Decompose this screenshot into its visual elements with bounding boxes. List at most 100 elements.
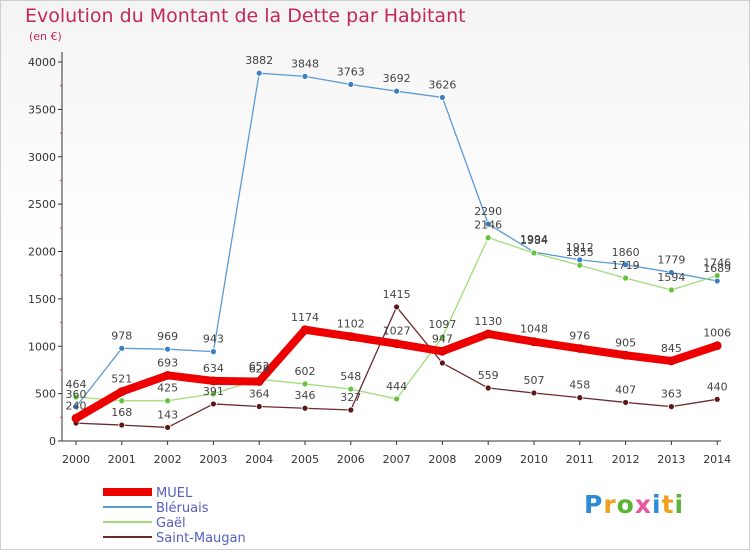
data-point	[667, 356, 676, 366]
data-point	[118, 397, 126, 405]
data-point	[576, 394, 584, 402]
data-label: 143	[157, 408, 178, 421]
data-label: 407	[615, 383, 636, 396]
data-point	[713, 395, 721, 403]
data-label: 1594	[657, 271, 685, 284]
data-point	[622, 274, 629, 282]
data-label: 168	[111, 406, 132, 419]
data-point	[209, 400, 217, 408]
x-tick-label: 2006	[337, 453, 365, 466]
logo-letter: P	[584, 490, 604, 519]
logo-letter: i	[674, 490, 685, 519]
data-point	[72, 393, 80, 401]
data-point	[346, 332, 356, 341]
chart-title: Evolution du Montant de la Dette par Hab…	[25, 5, 466, 27]
data-point	[118, 344, 126, 352]
data-point	[484, 220, 492, 228]
data-point	[209, 390, 217, 398]
data-point	[72, 403, 80, 411]
y-tick-label: 1000	[28, 340, 56, 353]
data-label: 1994	[520, 233, 548, 246]
chart-subtitle: (en €)	[29, 30, 62, 43]
logo-letter: o	[616, 490, 635, 519]
data-label: 440	[707, 380, 728, 393]
data-point	[301, 404, 309, 412]
legend-label: Bléruais	[156, 501, 209, 516]
data-label: 1174	[291, 311, 319, 324]
data-point	[164, 345, 172, 353]
data-label: 2146	[474, 219, 502, 232]
data-point	[255, 403, 263, 410]
data-point	[484, 234, 492, 242]
data-label: 1006	[703, 327, 731, 340]
data-label: 1048	[520, 323, 548, 336]
data-label: 548	[340, 370, 361, 383]
data-point	[393, 303, 401, 311]
y-tick-label: 1500	[28, 293, 56, 306]
data-label: 3763	[337, 65, 365, 78]
y-tick-label: 500	[35, 388, 56, 401]
data-point	[254, 377, 264, 386]
y-tick-label: 3500	[28, 103, 56, 116]
data-label: 2290	[474, 205, 502, 218]
data-label: 905	[615, 336, 636, 349]
data-point	[668, 403, 675, 411]
data-label: 1912	[566, 241, 594, 254]
data-label: 1130	[474, 315, 502, 328]
x-tick-label: 2010	[520, 453, 548, 466]
data-point	[483, 329, 493, 339]
data-point	[255, 69, 263, 77]
x-tick-label: 2011	[566, 453, 594, 466]
data-point	[164, 397, 172, 405]
x-tick-label: 2000	[62, 453, 90, 466]
logo-letter: r	[603, 490, 617, 519]
data-point	[530, 249, 538, 257]
data-label: 1719	[612, 259, 640, 272]
data-point	[393, 395, 401, 403]
x-tick-label: 2009	[474, 453, 502, 466]
data-point	[529, 337, 539, 347]
data-label: 364	[249, 388, 270, 401]
data-label: 391	[203, 385, 224, 398]
data-point	[622, 261, 629, 269]
data-point	[301, 73, 309, 80]
data-label: 1779	[657, 253, 685, 266]
data-point	[575, 344, 585, 353]
data-label: 346	[295, 389, 316, 402]
data-point	[530, 389, 538, 397]
data-label: 693	[157, 356, 178, 369]
x-tick-label: 2007	[383, 453, 411, 466]
data-point	[300, 325, 310, 335]
data-label: 1415	[383, 288, 411, 301]
x-tick-label: 2014	[703, 453, 731, 466]
logo-letter: x	[634, 490, 652, 519]
data-point	[393, 87, 401, 95]
data-point	[301, 380, 309, 388]
data-point	[163, 370, 173, 380]
data-label: 327	[340, 391, 361, 404]
x-tick-label: 2004	[245, 453, 273, 466]
legend-label: Gaël	[156, 516, 186, 531]
data-label: 1984	[520, 234, 548, 247]
data-label: 425	[157, 382, 178, 395]
data-point	[621, 350, 630, 360]
proxiti-logo: Proxiti	[584, 490, 684, 519]
data-point	[392, 339, 402, 349]
data-point	[164, 424, 172, 431]
data-label: 845	[661, 342, 682, 355]
data-label: 1746	[703, 257, 731, 270]
data-point	[438, 359, 446, 367]
data-point	[347, 81, 355, 88]
data-label: 1097	[428, 318, 456, 331]
legend-label: MUEL	[156, 486, 193, 501]
data-label: 1860	[612, 246, 640, 259]
data-label: 3692	[383, 72, 411, 85]
data-label: 363	[661, 388, 682, 401]
data-label: 976	[569, 330, 590, 343]
data-label: 507	[524, 374, 545, 387]
data-point	[438, 333, 446, 341]
x-tick-label: 2005	[291, 453, 319, 466]
data-label: 464	[66, 378, 87, 391]
x-tick-label: 2001	[108, 453, 136, 466]
